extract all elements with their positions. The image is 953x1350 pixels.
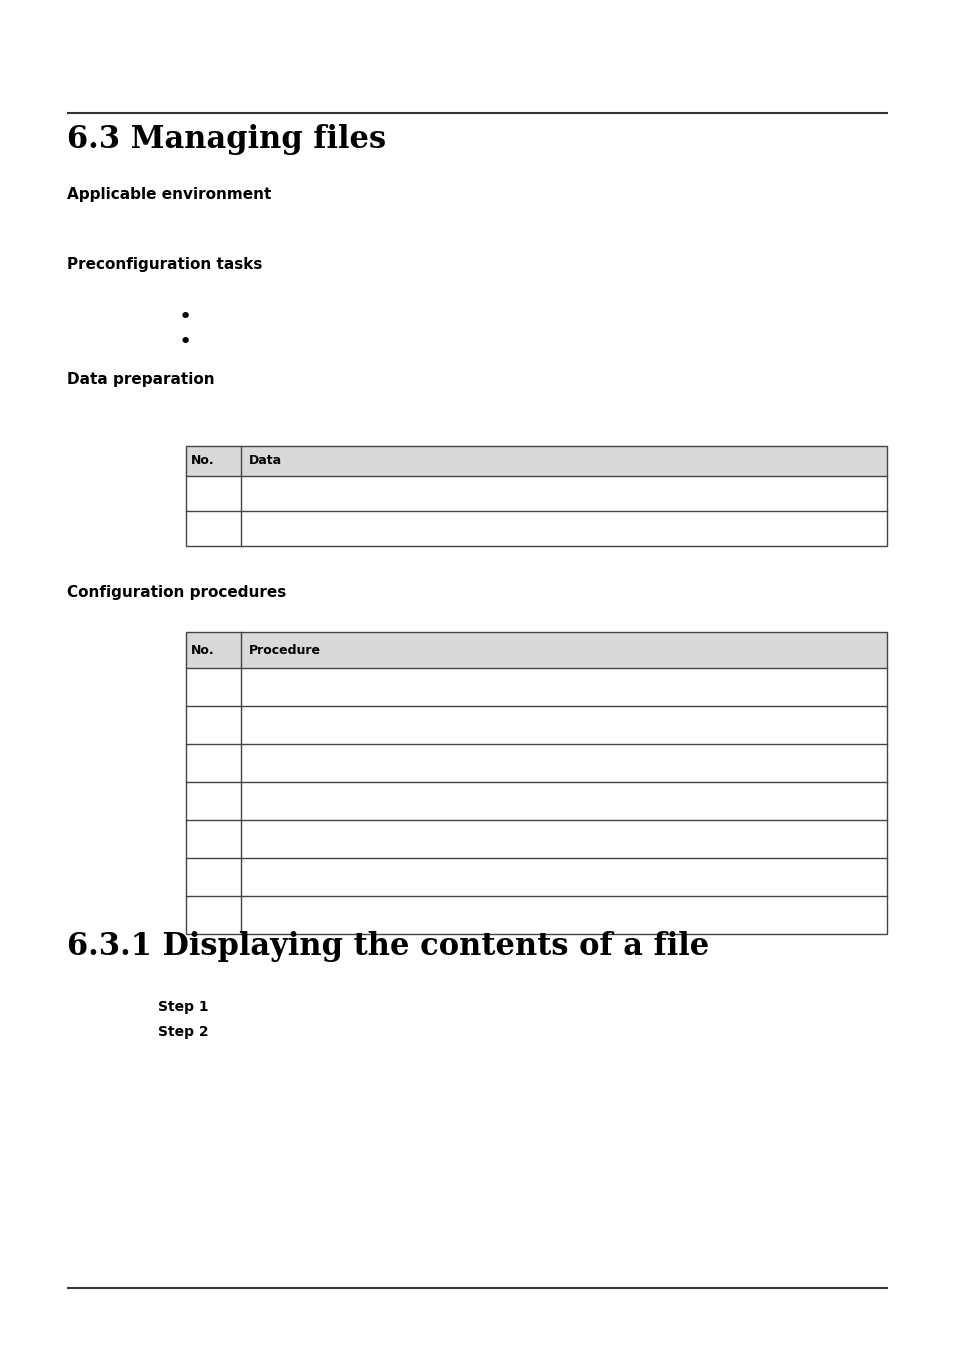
Text: No.: No. xyxy=(191,644,214,656)
Bar xyxy=(186,446,886,545)
Bar xyxy=(186,446,886,477)
Text: No.: No. xyxy=(191,455,214,467)
Text: Data preparation: Data preparation xyxy=(67,373,214,387)
Text: •: • xyxy=(178,332,192,352)
Text: 6.3.1 Displaying the contents of a file: 6.3.1 Displaying the contents of a file xyxy=(67,931,709,963)
Text: Step 2: Step 2 xyxy=(158,1025,209,1040)
Text: 6.3 Managing files: 6.3 Managing files xyxy=(67,124,386,155)
Bar xyxy=(186,632,886,934)
Text: Preconfiguration tasks: Preconfiguration tasks xyxy=(67,256,262,271)
Text: Procedure: Procedure xyxy=(249,644,321,656)
Text: Configuration procedures: Configuration procedures xyxy=(67,585,286,599)
Text: Data: Data xyxy=(249,455,282,467)
Text: Applicable environment: Applicable environment xyxy=(67,188,272,202)
Text: •: • xyxy=(178,306,192,327)
Text: Step 1: Step 1 xyxy=(158,1000,209,1014)
Bar xyxy=(186,632,886,668)
